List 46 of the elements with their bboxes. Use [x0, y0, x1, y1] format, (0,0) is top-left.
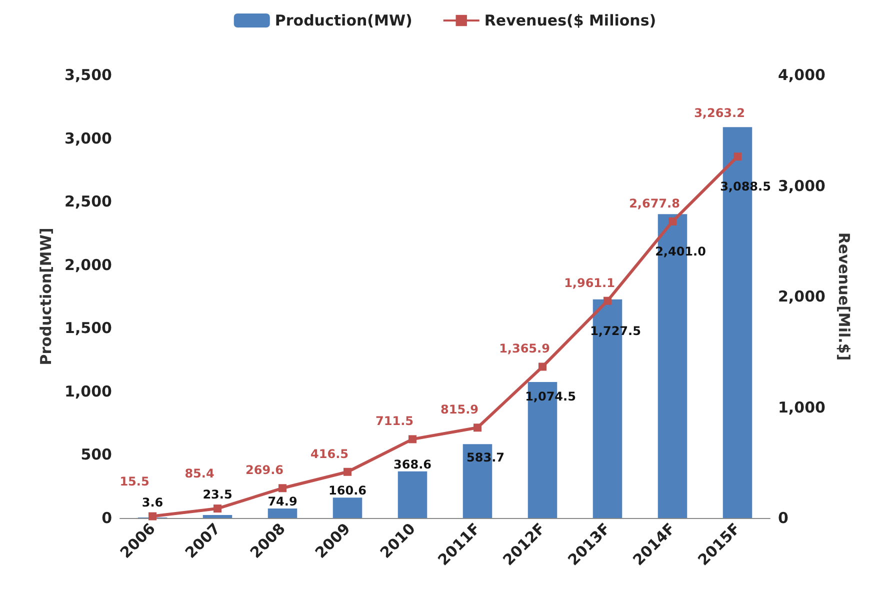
data-label: 416.5: [310, 446, 348, 461]
data-label: 23.5: [202, 488, 232, 502]
y-tick-label: 2,000: [64, 256, 112, 274]
bar: [202, 515, 232, 518]
data-label: 1,365.9: [499, 342, 550, 356]
data-label: 2,677.8: [629, 196, 680, 210]
bar: [268, 508, 298, 518]
y2-axis-title: Revenue[Mil.$]: [834, 232, 853, 361]
data-label: 269.6: [246, 463, 284, 478]
y-tick-label: 500: [80, 446, 112, 464]
point: [474, 424, 482, 432]
data-label: 74.9: [268, 494, 298, 509]
y-tick-label: 1,500: [64, 319, 112, 338]
y-axis-title: Production[MW]: [37, 228, 56, 366]
legend-label: Revenues($ Milions): [484, 12, 656, 30]
data-label: 815.9: [440, 402, 478, 417]
y-tick-label: 0: [102, 509, 112, 527]
data-label: 711.5: [376, 414, 414, 428]
y2-tick-label: 4,000: [778, 66, 826, 84]
y-tick-label: 3,000: [64, 129, 112, 148]
point: [344, 468, 352, 476]
y2-tick-label: 3,000: [778, 176, 826, 195]
y-tick-label: 2,500: [64, 192, 112, 211]
y2-tick-label: 1,000: [778, 398, 826, 416]
y2-tick-label: 0: [778, 509, 788, 527]
data-label: 1,961.1: [564, 276, 615, 290]
point: [278, 484, 286, 492]
data-label: 15.5: [120, 474, 150, 488]
point: [408, 435, 416, 444]
data-label: 3,263.2: [694, 106, 745, 120]
point: [604, 296, 612, 305]
bar: [332, 498, 362, 518]
legend-label: Production(MW): [274, 12, 412, 30]
data-label: 85.4: [184, 466, 214, 481]
point: [734, 152, 742, 161]
y2-tick-label: 2,000: [778, 288, 826, 306]
point: [538, 362, 546, 371]
data-label: 368.6: [394, 457, 432, 472]
point: [214, 504, 222, 513]
y-tick-label: 1,000: [64, 382, 112, 400]
point: [668, 217, 676, 226]
point: [148, 512, 156, 520]
y-tick-label: 3,500: [64, 66, 112, 84]
data-label: 3.6: [142, 495, 164, 510]
bar: [398, 471, 428, 518]
data-label: 160.6: [328, 484, 366, 498]
